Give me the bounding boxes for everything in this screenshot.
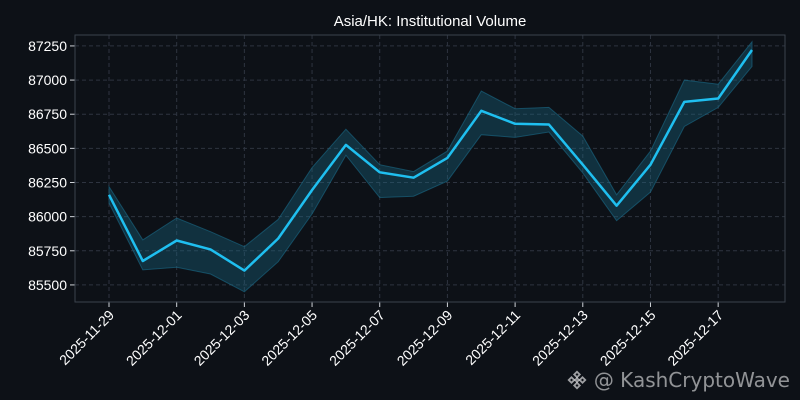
watermark-text: @ KashCryptoWave xyxy=(593,368,790,392)
binance-logo-icon xyxy=(567,370,587,390)
y-tick-label: 86750 xyxy=(28,106,67,122)
plot-frame xyxy=(74,34,786,303)
y-tick-label: 87250 xyxy=(28,38,67,54)
y-tick-label: 86000 xyxy=(28,209,67,225)
chart-title: Asia/HK: Institutional Volume xyxy=(334,13,527,30)
y-tick-label: 87000 xyxy=(28,72,67,88)
y-tick-label: 85500 xyxy=(28,277,67,293)
grid xyxy=(75,35,785,302)
watermark: @ KashCryptoWave xyxy=(566,368,790,392)
y-tick-label: 86250 xyxy=(28,174,67,190)
y-axis: 85500 85750 86000 86250 86500 86750 87000 87250 xyxy=(28,38,75,293)
y-tick-label: 85750 xyxy=(28,243,67,259)
y-tick-label: 86500 xyxy=(28,140,67,156)
series-line-group xyxy=(107,49,754,272)
series-line xyxy=(107,49,754,272)
